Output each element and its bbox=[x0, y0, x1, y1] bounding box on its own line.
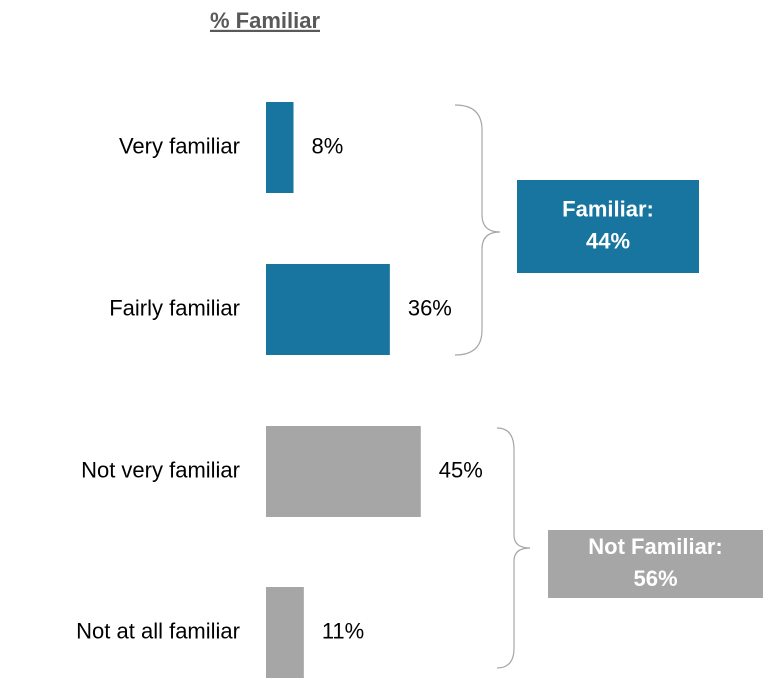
annotation-text: 44% bbox=[586, 228, 630, 253]
value-label: 11% bbox=[322, 618, 364, 643]
annotation-text: 56% bbox=[633, 566, 677, 591]
category-label: Fairly familiar bbox=[109, 295, 240, 320]
annotation-box bbox=[517, 180, 699, 273]
category-label: Not very familiar bbox=[81, 457, 240, 482]
bar bbox=[266, 264, 390, 355]
bar bbox=[266, 587, 304, 678]
value-label: 45% bbox=[439, 457, 483, 482]
brace bbox=[496, 427, 531, 669]
value-label: 36% bbox=[408, 295, 452, 320]
bar bbox=[266, 102, 294, 193]
annotation-text: Not Familiar: bbox=[588, 534, 722, 559]
brace bbox=[454, 104, 501, 356]
bar bbox=[266, 426, 421, 517]
annotation-text: Familiar: bbox=[562, 196, 654, 221]
category-label: Very familiar bbox=[119, 133, 240, 158]
category-label: Not at all familiar bbox=[76, 618, 240, 643]
value-label: 8% bbox=[312, 133, 344, 158]
annotation-box bbox=[548, 530, 763, 598]
chart-title: % Familiar bbox=[210, 8, 320, 33]
